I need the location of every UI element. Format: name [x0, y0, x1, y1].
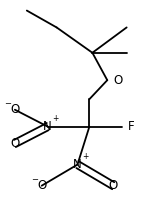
Text: N: N	[73, 158, 82, 171]
Text: O: O	[113, 74, 122, 87]
Text: −: −	[31, 175, 38, 184]
Text: O: O	[10, 137, 20, 150]
Text: O: O	[37, 179, 46, 192]
Text: O: O	[10, 103, 20, 116]
Text: F: F	[128, 120, 135, 133]
Text: O: O	[109, 179, 118, 192]
Text: +: +	[52, 114, 58, 123]
Text: N: N	[43, 120, 52, 133]
Text: +: +	[82, 152, 88, 161]
Text: −: −	[4, 99, 11, 108]
